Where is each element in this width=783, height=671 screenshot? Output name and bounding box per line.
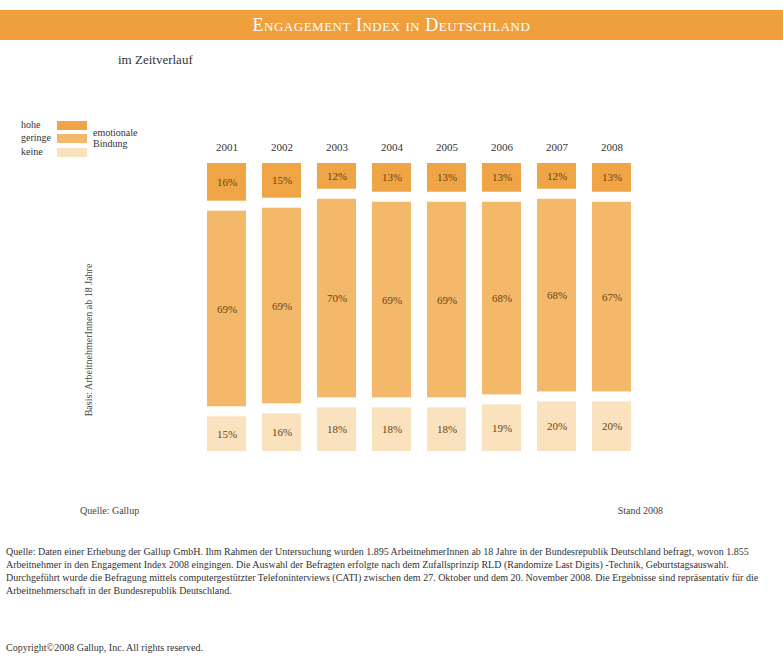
svg-text:68%: 68% xyxy=(547,289,567,301)
html-text:Quelle: Gallup: Quelle: Gallup xyxy=(80,505,140,516)
svg-text:2004: 2004 xyxy=(381,141,404,153)
svg-text:69%: 69% xyxy=(437,294,457,306)
svg-text:68%: 68% xyxy=(492,292,512,304)
svg-text:18%: 18% xyxy=(437,423,457,435)
svg-text:2003: 2003 xyxy=(326,141,349,153)
svg-text:13%: 13% xyxy=(382,171,402,183)
svg-text:20%: 20% xyxy=(602,420,622,432)
svg-text:2007: 2007 xyxy=(546,141,569,153)
svg-text:67%: 67% xyxy=(602,291,622,303)
svg-text:16%: 16% xyxy=(272,426,292,438)
svg-text:69%: 69% xyxy=(272,300,292,312)
html-text:Stand 2008: Stand 2008 xyxy=(617,505,663,516)
html-text:Engagement Index in Deutschlan: Engagement Index in Deutschland xyxy=(252,15,531,35)
html-text:geringe: geringe xyxy=(21,132,51,144)
html-text:im Zeitverlauf: im Zeitverlauf xyxy=(118,52,193,67)
svg-text:16%: 16% xyxy=(217,176,237,188)
svg-text:15%: 15% xyxy=(272,174,292,186)
svg-text:20%: 20% xyxy=(547,420,567,432)
svg-text:19%: 19% xyxy=(492,422,512,434)
svg-text:13%: 13% xyxy=(437,171,457,183)
svg-text:15%: 15% xyxy=(217,428,237,440)
html-text:Quelle: Daten einer Erhebung d: Quelle: Daten einer Erhebung der Gallup … xyxy=(6,546,759,596)
svg-text:13%: 13% xyxy=(492,171,512,183)
svg-text:18%: 18% xyxy=(382,423,402,435)
html-text:emotionale Bindung: emotionale Bindung xyxy=(93,126,138,149)
svg-text:2006: 2006 xyxy=(491,141,514,153)
html-text:hohe: hohe xyxy=(21,119,41,131)
svg-text:2008: 2008 xyxy=(601,141,624,153)
svg-text:2002: 2002 xyxy=(271,141,293,153)
svg-text:2005: 2005 xyxy=(436,141,459,153)
html-text:Basis: ArbeitnehmerInnen ab 18: Basis: ArbeitnehmerInnen ab 18 Jahre xyxy=(82,263,94,417)
svg-text:70%: 70% xyxy=(327,292,347,304)
svg-text:12%: 12% xyxy=(327,170,347,182)
svg-text:12%: 12% xyxy=(547,170,567,182)
svg-text:18%: 18% xyxy=(327,423,347,435)
svg-text:13%: 13% xyxy=(602,171,622,183)
svg-text:69%: 69% xyxy=(217,303,237,315)
html-text:Copyright©2008 Gallup, Inc. Al: Copyright©2008 Gallup, Inc. All rights r… xyxy=(6,642,203,653)
svg-text:69%: 69% xyxy=(382,294,402,306)
svg-text:2001: 2001 xyxy=(216,141,238,153)
html-text:keine: keine xyxy=(21,145,43,157)
